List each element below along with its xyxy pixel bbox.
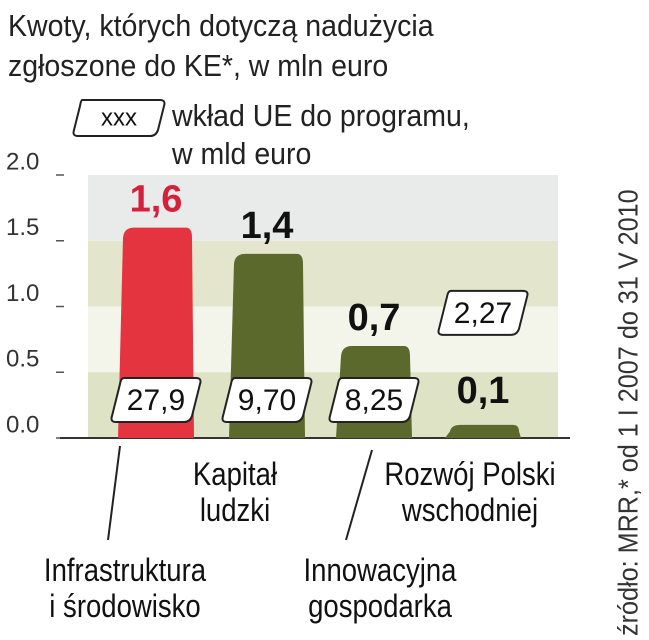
contribution-label: 8,25 xyxy=(345,384,403,417)
title-line: Kwoty, których dotyczą nadużycia xyxy=(8,9,434,43)
value-label: 0,1 xyxy=(457,370,510,412)
value-label: 1,6 xyxy=(130,179,183,221)
contribution-label: 27,9 xyxy=(127,384,185,417)
contribution-box xyxy=(328,377,420,423)
leader-line xyxy=(107,445,121,541)
title-line: zgłoszone do KE*, w mln euro xyxy=(8,49,388,83)
contribution-box xyxy=(221,377,313,423)
y-tick-label: 2.0 xyxy=(6,148,39,175)
contribution-box xyxy=(437,289,529,336)
value-label: 1,4 xyxy=(241,205,294,247)
legend-text: wkład UE do programu, xyxy=(171,99,470,133)
category-label: Rozwój Polski wschodniej xyxy=(384,456,556,528)
contribution-label: 2,27 xyxy=(454,297,512,330)
source: źródło: MRR,* od 1 I 2007 do 31 V 2010 xyxy=(612,189,644,636)
legend-text: w mld euro xyxy=(171,137,311,171)
legend-box-label: xxx xyxy=(101,104,137,131)
y-tick-label: 0.5 xyxy=(6,346,39,373)
contribution-box xyxy=(110,377,202,423)
y-tick-label: 1.0 xyxy=(6,280,39,307)
leader-line xyxy=(345,449,373,541)
y-tick-label: 1.5 xyxy=(6,214,39,241)
bar xyxy=(445,424,521,438)
legend-box xyxy=(72,99,166,137)
value-label: 0,7 xyxy=(348,297,401,339)
category-label: Kapitał ludzki xyxy=(192,456,278,528)
category-label: Infrastruktura i środowisko xyxy=(43,552,207,624)
contribution-label: 9,70 xyxy=(238,384,296,417)
y-tick-label: 0.0 xyxy=(6,411,39,438)
category-label: Innowacyjna gospodarka xyxy=(303,552,457,624)
